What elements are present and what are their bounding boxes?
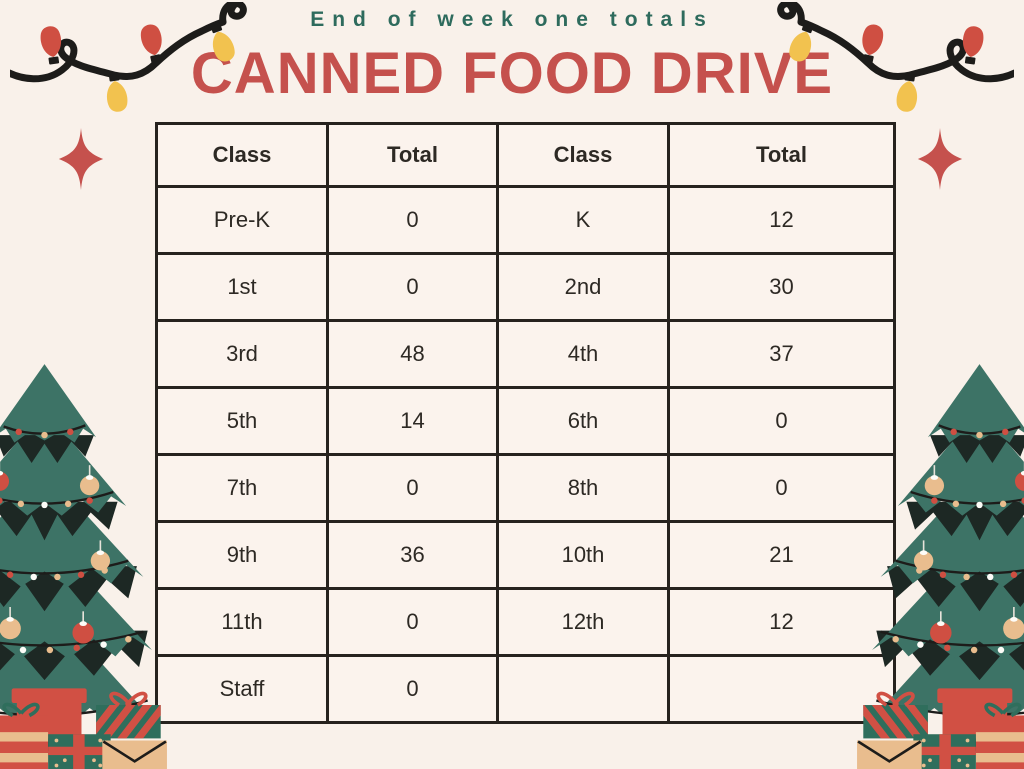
table-header-row: Class Total Class Total: [155, 122, 896, 188]
sparkle-left-icon: [58, 128, 104, 190]
table-cell: K: [496, 185, 670, 255]
table-cell: 0: [326, 654, 499, 724]
table-cell: Staff: [155, 654, 329, 724]
table-row: 3rd 48 4th 37: [155, 319, 896, 389]
table-cell: 12: [667, 587, 896, 657]
table-cell: 4th: [496, 319, 670, 389]
table-cell: 8th: [496, 453, 670, 523]
subtitle-text: End of week one totals: [310, 8, 714, 31]
table-row: 5th 14 6th 0: [155, 386, 896, 456]
table-cell: Pre-K: [155, 185, 329, 255]
table-cell: 2nd: [496, 252, 670, 322]
column-header: Total: [667, 122, 896, 188]
table-cell: 48: [326, 319, 499, 389]
column-header: Class: [496, 122, 670, 188]
table-cell: 12: [667, 185, 896, 255]
table-cell: 0: [667, 453, 896, 523]
table-row: 9th 36 10th 21: [155, 520, 896, 590]
gifts-left-icon: [0, 684, 168, 769]
page-title: CANNED FOOD DRIVE: [190, 41, 834, 106]
table-row: Staff 0: [155, 654, 896, 724]
table-cell: 0: [326, 252, 499, 322]
table-row: 1st 0 2nd 30: [155, 252, 896, 322]
column-header: Class: [155, 122, 329, 188]
table-cell: [667, 654, 896, 724]
table-cell: 12th: [496, 587, 670, 657]
table-row: Pre-K 0 K 12: [155, 185, 896, 255]
table-cell: 30: [667, 252, 896, 322]
table-cell: 5th: [155, 386, 329, 456]
table-cell: 9th: [155, 520, 329, 590]
table-cell: 7th: [155, 453, 329, 523]
table-cell: 0: [326, 587, 499, 657]
table-cell: 36: [326, 520, 499, 590]
table-cell: 6th: [496, 386, 670, 456]
table-cell: 11th: [155, 587, 329, 657]
table-cell: 0: [326, 453, 499, 523]
table-row: 11th 0 12th 12: [155, 587, 896, 657]
table-cell: 14: [326, 386, 499, 456]
sparkle-right-icon: [917, 128, 963, 190]
totals-table-wrap: Class Total Class Total Pre-K 0 K 12 1st…: [155, 122, 896, 724]
christmas-tree-left-icon: [0, 362, 152, 751]
totals-table: Class Total Class Total Pre-K 0 K 12 1st…: [155, 122, 896, 724]
table-cell: 3rd: [155, 319, 329, 389]
table-cell: 10th: [496, 520, 670, 590]
table-cell: 21: [667, 520, 896, 590]
table-row: 7th 0 8th 0: [155, 453, 896, 523]
table-cell: 0: [667, 386, 896, 456]
table-cell: 0: [326, 185, 499, 255]
table-cell: 1st: [155, 252, 329, 322]
table-cell: [496, 654, 670, 724]
table-cell: 37: [667, 319, 896, 389]
column-header: Total: [326, 122, 499, 188]
